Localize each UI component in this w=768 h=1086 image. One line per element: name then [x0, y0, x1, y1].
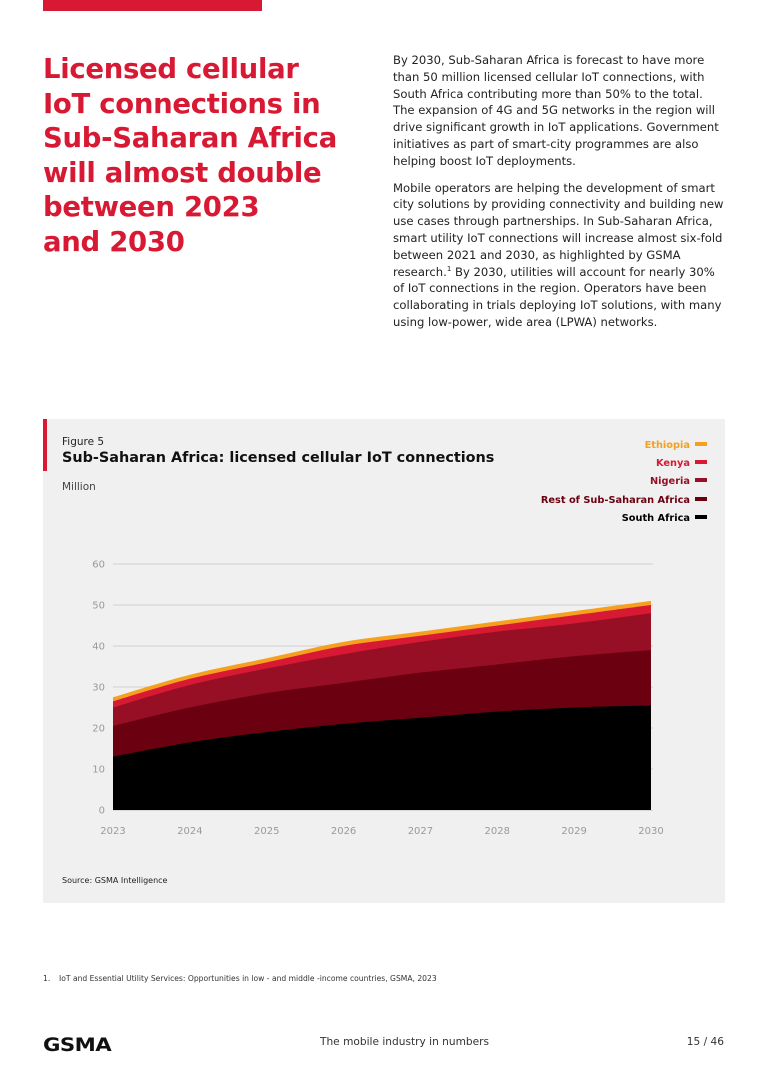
x-tick-label: 2023 — [100, 826, 125, 837]
legend-item-rest-of-sub-saharan-africa[interactable]: Rest of Sub-Saharan Africa — [541, 494, 707, 512]
headline-line: Sub-Saharan Africa — [43, 122, 337, 154]
headline-line: Licensed cellular — [43, 53, 299, 85]
figure-title: Sub-Saharan Africa: licensed cellular Io… — [62, 450, 495, 466]
legend-label: Kenya — [655, 458, 690, 470]
y-tick-label: 60 — [92, 560, 105, 571]
chart-legend: Ethiopia Kenya Nigeria Rest of Sub-Saharan … — [541, 439, 707, 530]
footnote-text: IoT and Essential Utility Services: Oppo… — [59, 974, 437, 983]
legend-item-kenya[interactable]: Kenya — [541, 457, 707, 475]
y-axis-unit: Million — [62, 481, 96, 493]
y-tick-label: 50 — [92, 601, 105, 612]
legend-item-nigeria[interactable]: Nigeria — [541, 475, 707, 493]
top-accent-bar — [43, 0, 262, 11]
legend-swatch-icon — [695, 478, 707, 483]
page-headline: Licensed cellular IoT connections in Sub-S… — [43, 52, 363, 259]
footer-publication-title: The mobile industry in numbers — [320, 1036, 490, 1048]
footnote-number: 1. — [43, 974, 51, 983]
headline-line: will almost double — [43, 156, 322, 189]
legend-swatch-icon — [695, 442, 707, 446]
legend-swatch-icon — [695, 514, 707, 519]
legend-label: Rest of Sub-Saharan Africa — [540, 494, 690, 506]
y-tick-label: 30 — [92, 683, 105, 694]
headline-line: between 2023 — [43, 191, 260, 223]
paragraph-2: Mobile operators are helping the develop… — [393, 180, 728, 331]
figure-accent-bar — [43, 419, 47, 471]
legend-swatch-icon — [695, 460, 707, 465]
x-tick-label: 2029 — [561, 826, 586, 837]
x-tick-label: 2026 — [331, 826, 356, 837]
figure-label: Figure 5 — [62, 436, 105, 448]
figure-panel: Figure 5 Sub-Saharan Africa: licensed ce… — [43, 419, 725, 903]
x-tick-label: 2027 — [408, 826, 433, 837]
headline-line: IoT connections in — [43, 87, 321, 120]
legend-swatch-icon — [695, 496, 707, 501]
y-tick-label: 10 — [92, 765, 105, 776]
footnote: 1. IoT and Essential Utility Services: Op… — [43, 974, 437, 983]
headline-line: and 2030 — [43, 225, 185, 258]
x-tick-label: 2024 — [177, 826, 202, 837]
legend-label: Nigeria — [649, 476, 690, 488]
y-tick-label: 20 — [92, 724, 105, 735]
page-number: 15 / 46 — [686, 1036, 724, 1048]
x-tick-label: 2025 — [254, 826, 279, 837]
paragraph-1: By 2030, Sub-Saharan Africa is forecast … — [393, 53, 719, 168]
legend-item-ethiopia[interactable]: Ethiopia — [541, 439, 707, 457]
legend-label: Ethiopia — [644, 440, 690, 451]
y-tick-label: 40 — [92, 642, 105, 653]
x-tick-label: 2028 — [485, 826, 510, 837]
footnote-ref[interactable]: 1 — [446, 264, 452, 273]
paragraph-2-text: Mobile operators are helping the develop… — [393, 180, 724, 279]
x-tick-label: 2030 — [638, 826, 663, 837]
figure-source: Source: GSMA Intelligence — [62, 876, 168, 885]
y-tick-label: 0 — [99, 806, 105, 817]
paragraph-2-text-cont: By 2030, utilities will account for near… — [393, 264, 722, 329]
legend-item-south-africa[interactable]: South Africa — [541, 512, 707, 530]
area-series-south-africa — [113, 705, 651, 810]
body-text: By 2030, Sub-Saharan Africa is forecast … — [393, 52, 728, 341]
gsma-logo: GSMA — [43, 1034, 112, 1056]
legend-label: South Africa — [621, 512, 690, 524]
